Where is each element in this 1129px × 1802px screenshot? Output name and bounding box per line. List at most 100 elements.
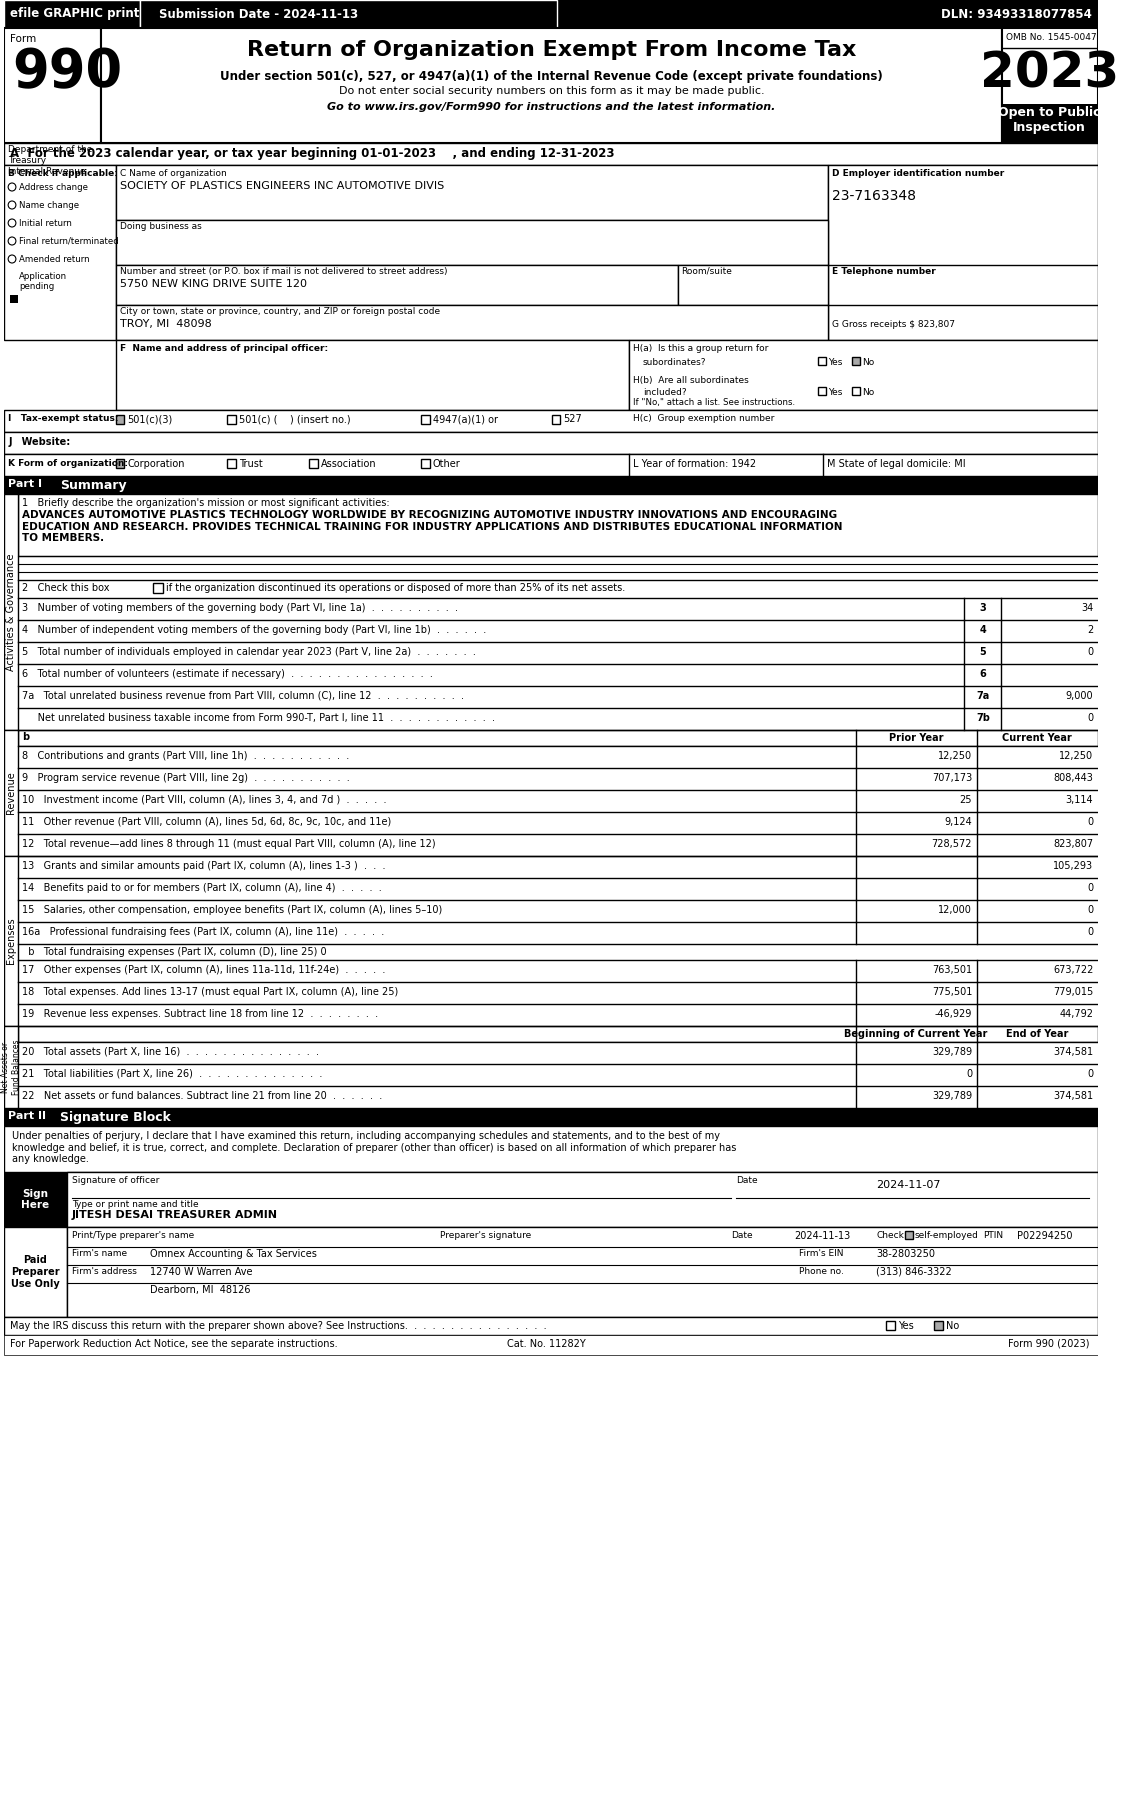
Text: Sign
Here: Sign Here	[21, 1189, 50, 1211]
Text: 12,000: 12,000	[938, 905, 972, 915]
Bar	[5, 142, 1099, 166]
Text: J   Website:: J Website:	[8, 438, 70, 447]
Text: 4: 4	[980, 625, 987, 634]
Text: M State of legal domicile: MI: M State of legal domicile: MI	[826, 460, 965, 469]
Text: Summary: Summary	[61, 479, 128, 492]
Text: 5   Total number of individuals employed in calendar year 2023 (Part V, line 2a): 5 Total number of individuals employed i…	[21, 647, 475, 658]
Text: 329,789: 329,789	[933, 1090, 972, 1101]
Text: 527: 527	[563, 414, 583, 423]
Text: 3,114: 3,114	[1066, 795, 1093, 805]
Text: 3   Number of voting members of the governing body (Part VI, line 1a)  .  .  .  : 3 Number of voting members of the govern…	[21, 604, 457, 613]
Text: 0: 0	[1087, 1069, 1093, 1079]
Bar	[935, 1321, 943, 1330]
Text: 823,807: 823,807	[1053, 840, 1093, 849]
Text: 7a   Total unrelated business revenue from Part VIII, column (C), line 12  .  . : 7a Total unrelated business revenue from…	[21, 690, 464, 701]
Text: Association: Association	[321, 460, 377, 469]
Bar	[886, 1321, 894, 1330]
Text: 673,722: 673,722	[1053, 966, 1093, 975]
Bar	[5, 1335, 1099, 1355]
Text: 2024-11-13: 2024-11-13	[794, 1231, 850, 1242]
Bar	[102, 29, 1003, 142]
Bar	[852, 357, 860, 366]
Text: ADVANCES AUTOMOTIVE PLASTICS TECHNOLOGY WORLDWIDE BY RECOGNIZING AUTOMOTIVE INDU: ADVANCES AUTOMOTIVE PLASTICS TECHNOLOGY …	[21, 510, 842, 542]
Text: Open to Public
Inspection: Open to Public Inspection	[998, 106, 1101, 133]
Text: Type or print name and title: Type or print name and title	[72, 1200, 199, 1209]
Text: JITESH DESAI TREASURER ADMIN: JITESH DESAI TREASURER ADMIN	[72, 1209, 278, 1220]
Text: Cat. No. 11282Y: Cat. No. 11282Y	[507, 1339, 586, 1350]
Text: Address change: Address change	[19, 184, 88, 193]
Bar	[18, 789, 1099, 813]
Text: City or town, state or province, country, and ZIP or foreign postal code: City or town, state or province, country…	[120, 306, 439, 315]
Text: Submission Date - 2024-11-13: Submission Date - 2024-11-13	[159, 7, 358, 20]
Text: 6   Total number of volunteers (estimate if necessary)  .  .  .  .  .  .  .  .  : 6 Total number of volunteers (estimate i…	[21, 669, 432, 679]
Text: Part I: Part I	[8, 479, 42, 488]
Bar	[18, 982, 1099, 1004]
Text: 808,443: 808,443	[1053, 773, 1093, 784]
Bar	[18, 663, 1099, 687]
Text: 7b: 7b	[975, 714, 990, 723]
Bar	[18, 598, 1099, 620]
Text: 2024-11-07: 2024-11-07	[876, 1180, 940, 1189]
Bar	[828, 166, 1099, 341]
Text: 501(c)(3): 501(c)(3)	[128, 414, 173, 423]
Text: OMB No. 1545-0047: OMB No. 1545-0047	[1006, 32, 1096, 41]
Bar	[5, 1227, 68, 1317]
Text: Number and street (or P.O. box if mail is not delivered to street address): Number and street (or P.O. box if mail i…	[120, 267, 447, 276]
Text: 23-7163348: 23-7163348	[832, 189, 916, 204]
Text: 16a   Professional fundraising fees (Part IX, column (A), line 11e)  .  .  .  . : 16a Professional fundraising fees (Part …	[21, 926, 384, 937]
Text: 4   Number of independent voting members of the governing body (Part VI, line 1b: 4 Number of independent voting members o…	[21, 625, 485, 634]
Bar	[18, 899, 1099, 923]
Text: Preparer's signature: Preparer's signature	[440, 1231, 532, 1240]
Bar	[115, 166, 828, 220]
Text: Paid
Preparer
Use Only: Paid Preparer Use Only	[11, 1256, 60, 1288]
Bar	[18, 878, 1099, 899]
Text: 9,124: 9,124	[945, 816, 972, 827]
Text: 12,250: 12,250	[1059, 751, 1093, 760]
Text: A  For the 2023 calendar year, or tax year beginning 01-01-2023    , and ending : A For the 2023 calendar year, or tax yea…	[10, 148, 614, 160]
Text: Final return/terminated: Final return/terminated	[19, 238, 119, 247]
Bar	[5, 0, 1099, 29]
Bar	[5, 1108, 1099, 1126]
Bar	[5, 0, 140, 29]
Text: b   Total fundraising expenses (Part IX, column (D), line 25) 0: b Total fundraising expenses (Part IX, c…	[21, 948, 326, 957]
Text: 5750 NEW KING DRIVE SUITE 120: 5750 NEW KING DRIVE SUITE 120	[120, 279, 307, 288]
Bar	[18, 494, 1099, 557]
Bar	[18, 856, 1099, 878]
Bar	[1003, 29, 1099, 142]
Bar	[18, 923, 1099, 944]
Text: -46,929: -46,929	[935, 1009, 972, 1018]
Text: Phone no.: Phone no.	[798, 1267, 843, 1276]
Text: 2   Check this box: 2 Check this box	[21, 584, 110, 593]
Text: 0: 0	[1087, 647, 1093, 658]
Text: 15   Salaries, other compensation, employee benefits (Part IX, column (A), lines: 15 Salaries, other compensation, employe…	[21, 905, 441, 915]
Text: Other: Other	[432, 460, 461, 469]
Bar	[5, 454, 1099, 476]
Text: 10   Investment income (Part VIII, column (A), lines 3, 4, and 7d )  .  .  .  . : 10 Investment income (Part VIII, column …	[21, 795, 386, 805]
Text: 22   Net assets or fund balances. Subtract line 21 from line 20  .  .  .  .  .  : 22 Net assets or fund balances. Subtract…	[21, 1090, 382, 1101]
Text: self-employed: self-employed	[914, 1231, 979, 1240]
Bar	[18, 620, 1099, 642]
Text: 9   Program service revenue (Part VIII, line 2g)  .  .  .  .  .  .  .  .  .  .  : 9 Program service revenue (Part VIII, li…	[21, 773, 350, 784]
Text: (313) 846-3322: (313) 846-3322	[876, 1267, 952, 1278]
Bar	[1003, 105, 1099, 142]
Text: 0: 0	[1087, 926, 1093, 937]
Text: 11   Other revenue (Part VIII, column (A), lines 5d, 6d, 8c, 9c, 10c, and 11e): 11 Other revenue (Part VIII, column (A),…	[21, 816, 391, 827]
Bar	[5, 476, 1099, 494]
Text: Doing business as: Doing business as	[120, 222, 201, 231]
Text: 12   Total revenue—add lines 8 through 11 (must equal Part VIII, column (A), lin: 12 Total revenue—add lines 8 through 11 …	[21, 840, 436, 849]
Text: No: No	[946, 1321, 960, 1332]
Bar	[819, 357, 826, 366]
Text: 0: 0	[1087, 714, 1093, 723]
Text: If "No," attach a list. See instructions.: If "No," attach a list. See instructions…	[633, 398, 795, 407]
Text: 501(c) (    ) (insert no.): 501(c) ( ) (insert no.)	[238, 414, 350, 423]
Bar	[227, 460, 236, 469]
Text: B Check if applicable:: B Check if applicable:	[8, 169, 119, 178]
Text: Date: Date	[736, 1177, 758, 1186]
Bar	[18, 642, 1099, 663]
Text: K Form of organization:: K Form of organization:	[8, 460, 129, 469]
Bar	[5, 1126, 1099, 1171]
Text: 13   Grants and similar amounts paid (Part IX, column (A), lines 1-3 )  .  .  .: 13 Grants and similar amounts paid (Part…	[21, 861, 385, 870]
Text: Net unrelated business taxable income from Form 990-T, Part I, line 11  .  .  . : Net unrelated business taxable income fr…	[21, 714, 495, 723]
Text: Yes: Yes	[828, 359, 842, 368]
Text: Dearborn, MI  48126: Dearborn, MI 48126	[150, 1285, 251, 1296]
